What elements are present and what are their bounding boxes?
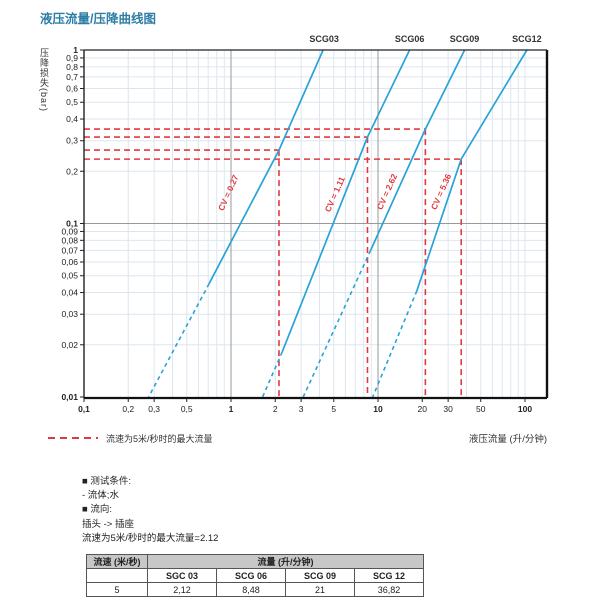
curve-label-SCG03: SCG03 [309, 34, 339, 44]
condition-line: ■ 测试条件: [82, 476, 132, 487]
y-tick-label: 0,09 [61, 226, 78, 236]
x-tick-label: 0,1 [78, 404, 90, 414]
x-tick-label: 100 [518, 404, 532, 414]
y-tick-label: 0,8 [66, 62, 78, 72]
curve-label-SCG09: SCG09 [450, 34, 480, 44]
y-tick-label: 1 [73, 45, 78, 55]
flow-value-cell: 36,82 [354, 582, 424, 597]
flow-value-cell: 21 [285, 582, 355, 597]
flow-value-cell: 8,48 [216, 582, 286, 597]
y-tick-label: 0,9 [66, 53, 78, 63]
y-tick-label: 0,05 [61, 271, 78, 281]
y-tick-label: 0,02 [61, 340, 78, 350]
curve-dashed-SCG12 [371, 290, 418, 398]
x-tick-label: 5 [331, 404, 336, 414]
flow-table: 流速 (米/秒) 流量 (升/分钟) SGC 03 SCG 06 SCG 09 … [86, 554, 424, 597]
flow-group-header-cell: 流量 (升/分钟) [147, 554, 424, 569]
legend-label: 流速为5米/秒时的最大流量 [106, 434, 213, 444]
speed-header-cell: 流速 (米/秒) [86, 554, 148, 569]
curve-SCG03 [208, 49, 324, 285]
condition-line: 流速为5米/秒时的最大流量=2.12 [82, 532, 219, 544]
curve-SCG09 [369, 49, 466, 251]
condition-line: ■ 流向: [82, 504, 113, 516]
curve-dashed-SCG06 [261, 351, 283, 398]
flow-value-cell: 2,12 [147, 582, 217, 597]
x-tick-label: 20 [418, 404, 428, 414]
y-tick-label: 0,1 [66, 219, 78, 229]
y-tick-label: 0,04 [61, 288, 78, 298]
x-tick-label: 10 [373, 404, 383, 414]
y-axis-title: 压降损失(bar) [39, 48, 49, 113]
column-header-cell: SCG 09 [285, 568, 355, 583]
test-conditions: ■ 测试条件: - 流体;水 ■ 流向: 插头 -> 插座 流速为5米/秒时的最… [82, 475, 218, 546]
y-tick-label: 0,6 [66, 83, 78, 93]
column-header-cell: SGC 03 [147, 568, 217, 583]
x-tick-label: 0,2 [122, 404, 134, 414]
cv-label-SCG03: CV = 0.27 [216, 173, 241, 212]
x-axis-title: 液压流量 (升/分钟) [468, 434, 547, 445]
page-title: 液压流量/压降曲线图 [40, 12, 156, 26]
y-tick-label: 0,03 [61, 309, 78, 319]
x-tick-label: 30 [443, 404, 453, 414]
table-subheader-row: SGC 03 SCG 06 SCG 09 SCG 12 [86, 568, 424, 583]
x-tick-label: 3 [299, 404, 304, 414]
x-tick-label: 0,3 [148, 404, 160, 414]
curve-label-SCG12: SCG12 [512, 34, 542, 44]
curve-label-SCG06: SCG06 [395, 34, 425, 44]
cv-label-SCG06: CV = 1.11 [323, 175, 348, 214]
y-tick-label: 0,7 [66, 72, 78, 82]
y-tick-label: 0,3 [66, 136, 78, 146]
speed-value-cell: 5 [86, 582, 148, 597]
column-header-cell: SCG 06 [216, 568, 286, 583]
y-tick-label: 0,2 [66, 166, 78, 176]
table-row: 5 2,12 8,48 21 36,82 [86, 582, 424, 597]
curve-dashed-SCG03 [147, 283, 210, 398]
y-tick-label: 0,5 [66, 97, 78, 107]
empty-cell [86, 568, 148, 583]
y-tick-label: 0,07 [61, 245, 78, 255]
legend-dash-swatch [48, 437, 98, 439]
y-tick-label: 0,4 [66, 114, 78, 124]
x-tick-label: 1 [229, 404, 234, 414]
table-header-row: 流速 (米/秒) 流量 (升/分钟) [86, 554, 424, 569]
condition-line: - 流体;水 [82, 490, 119, 502]
x-tick-label: 50 [476, 404, 486, 414]
y-tick-label: 0,08 [61, 235, 78, 245]
y-tick-label: 0,06 [61, 257, 78, 267]
condition-line: 插头 -> 插座 [82, 518, 134, 530]
x-tick-label: 2 [273, 404, 278, 414]
x-tick-label: 0,5 [181, 404, 193, 414]
curve-SCG12 [416, 49, 528, 291]
column-header-cell: SCG 12 [354, 568, 424, 583]
curve-SCG06 [281, 49, 411, 353]
y-tick-label: 0,01 [61, 392, 78, 402]
